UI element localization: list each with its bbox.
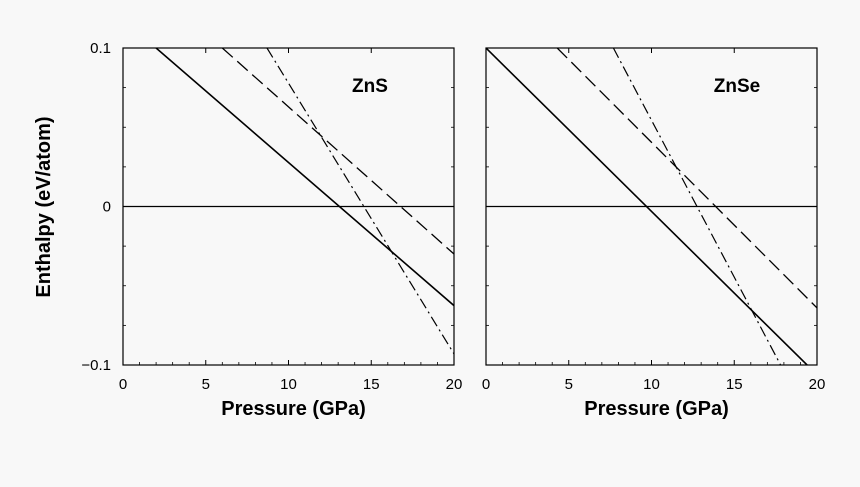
y-tick-label: −0.1 bbox=[81, 357, 111, 374]
x-tick-label: 0 bbox=[119, 376, 127, 393]
series-solid-line bbox=[155, 48, 454, 307]
x-tick-label: 15 bbox=[363, 376, 380, 393]
x-tick-label: 20 bbox=[446, 376, 463, 393]
series-dashed-line bbox=[221, 48, 454, 255]
series-dash-dot-line bbox=[612, 48, 782, 365]
x-tick-label: 20 bbox=[809, 376, 826, 393]
panel-title: ZnSe bbox=[714, 76, 760, 97]
panel-zns: 0 5 10 15 20 0.1 0 −0.1 Pressure (GPa) ZnS bbox=[81, 40, 462, 420]
x-tick-label: 10 bbox=[643, 376, 660, 393]
x-tick-label: 0 bbox=[482, 376, 490, 393]
y-axis-label: Enthalpy (eV/atom) bbox=[33, 116, 55, 297]
x-tick-label: 15 bbox=[726, 376, 743, 393]
x-axis-label: Pressure (GPa) bbox=[221, 398, 366, 420]
y-tick-label: 0 bbox=[103, 199, 111, 216]
panel-title: ZnS bbox=[352, 76, 388, 97]
y-tick-label: 0.1 bbox=[90, 40, 111, 57]
series-dashed-line bbox=[556, 48, 817, 309]
x-tick-label: 5 bbox=[565, 376, 573, 393]
panel-znse: 0 5 10 15 20 Pressure (GPa) ZnSe bbox=[482, 47, 826, 420]
series-dash-dot-line bbox=[266, 48, 454, 355]
x-tick-label: 10 bbox=[280, 376, 297, 393]
x-tick-label: 5 bbox=[202, 376, 210, 393]
x-axis-label: Pressure (GPa) bbox=[584, 398, 729, 420]
